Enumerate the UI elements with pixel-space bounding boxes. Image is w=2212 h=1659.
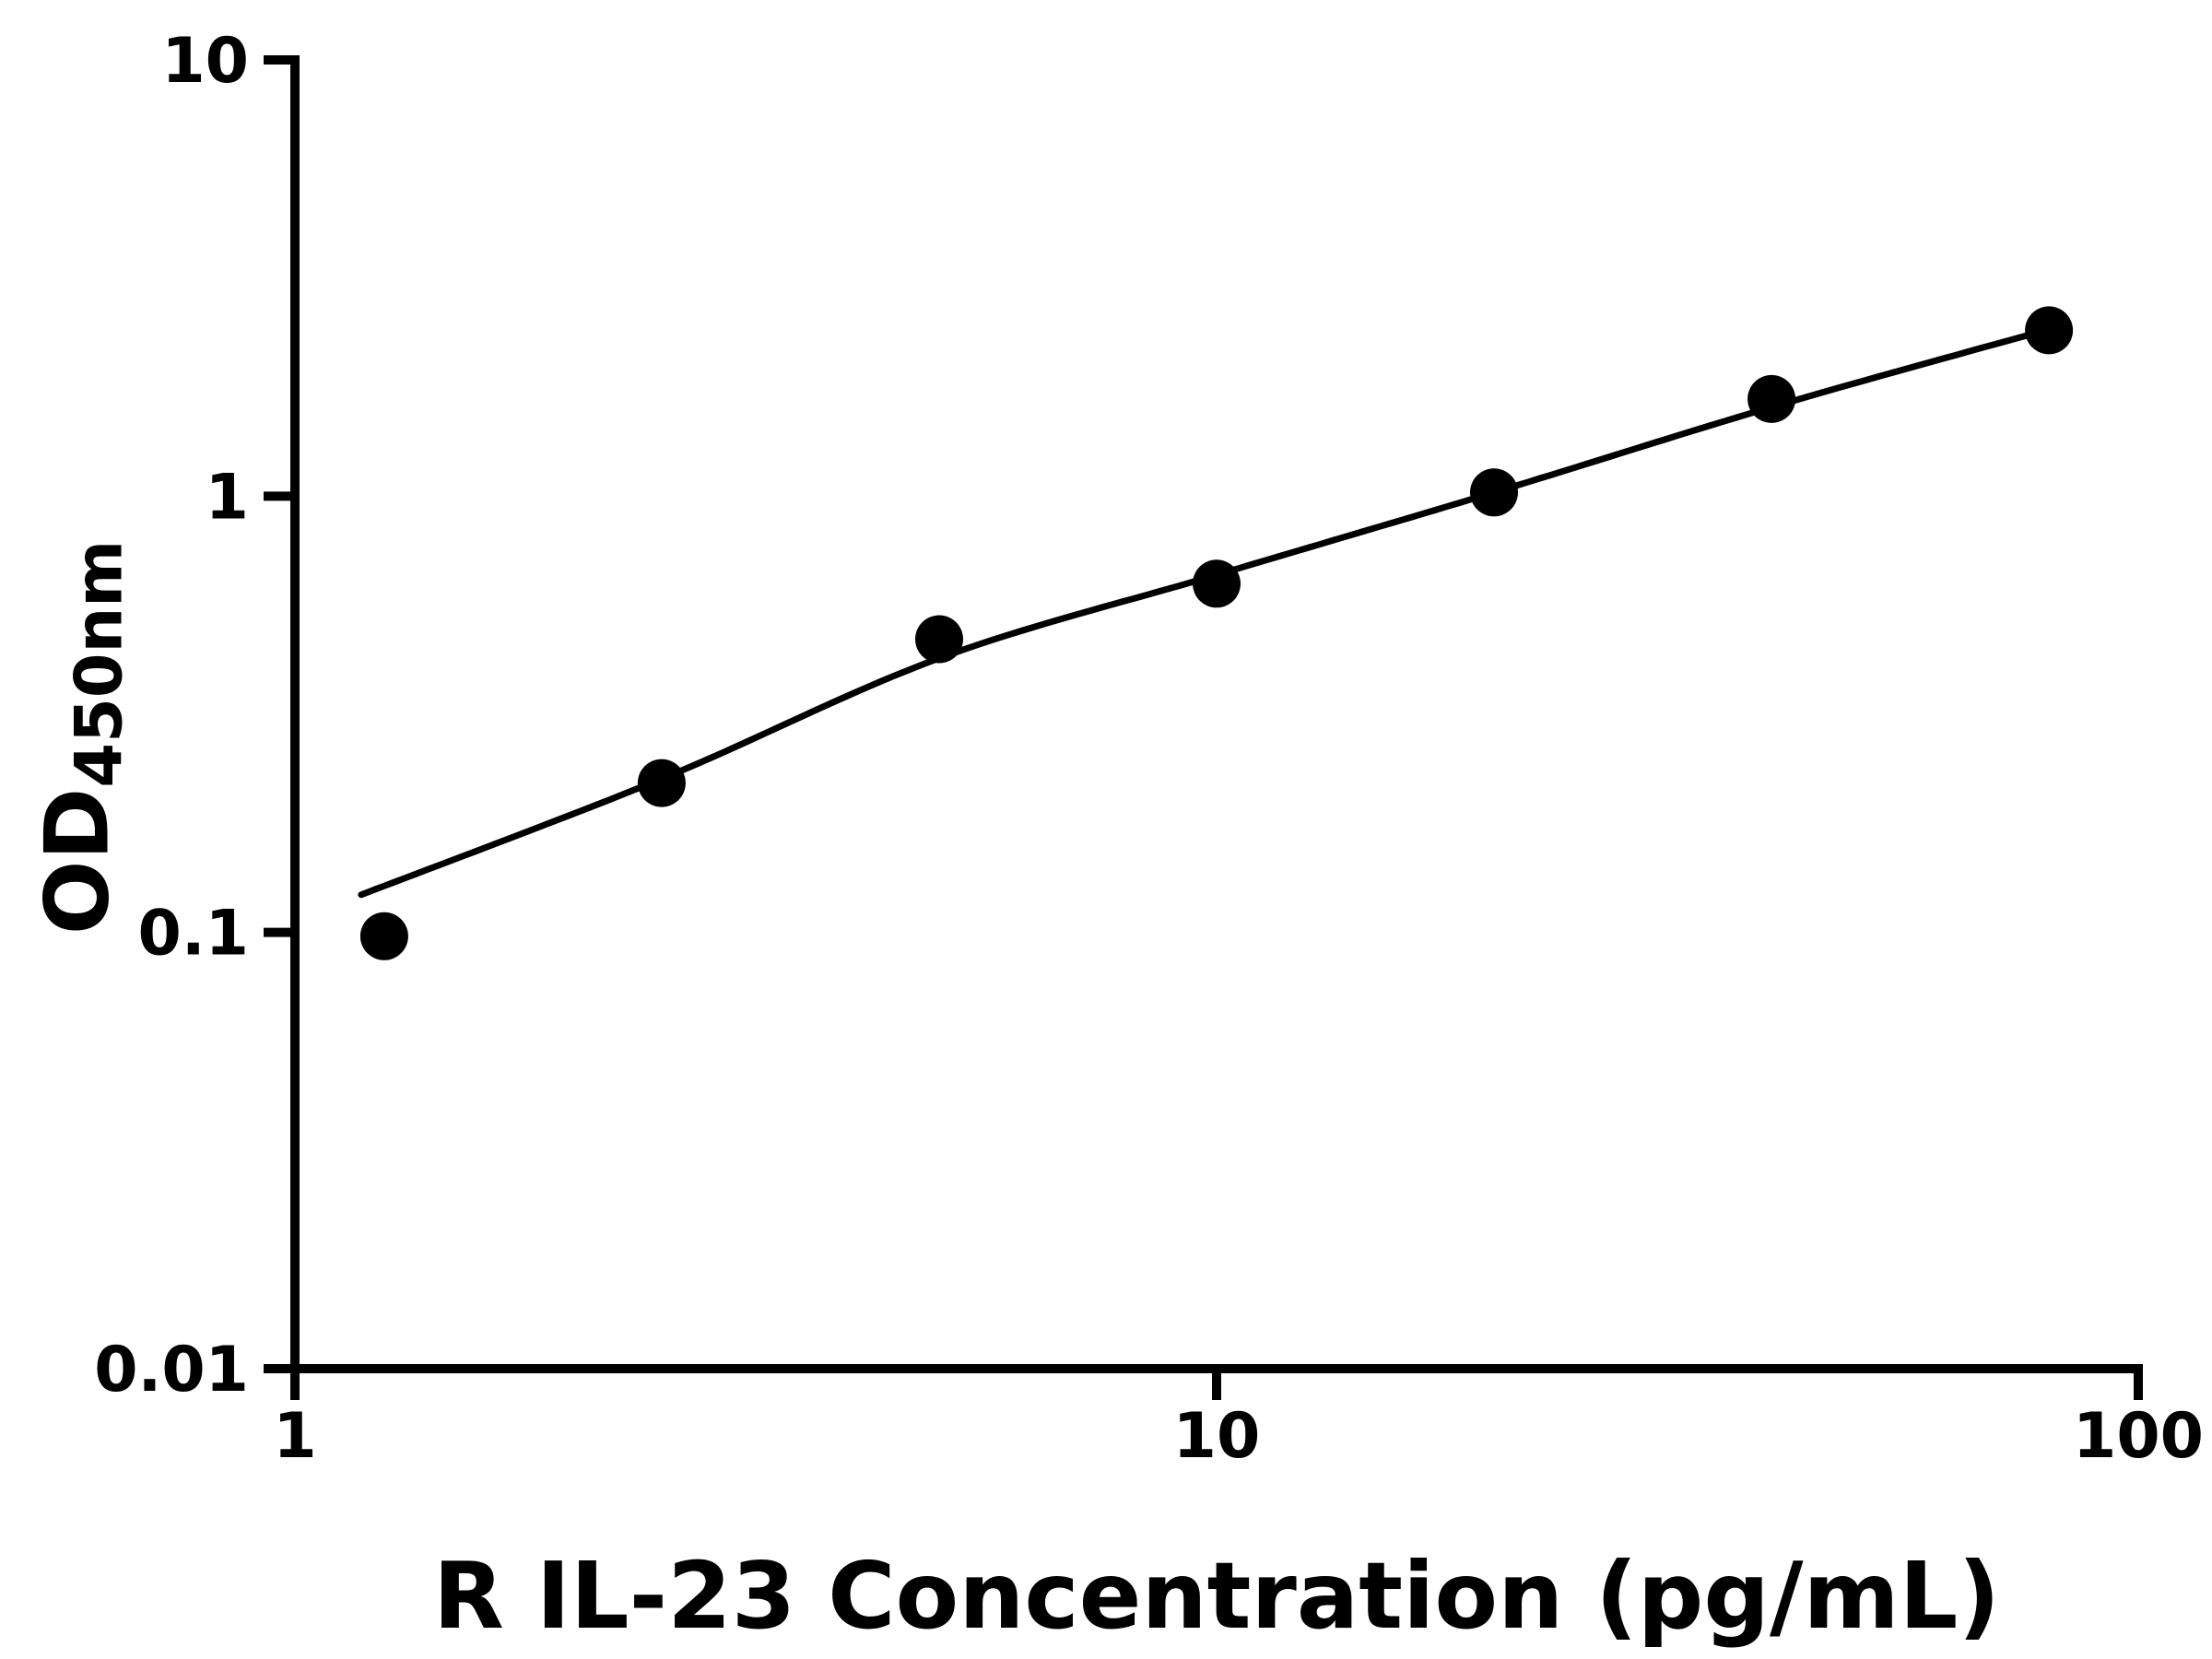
data-point — [2025, 306, 2074, 355]
data-point — [915, 615, 963, 664]
axis-line — [290, 60, 2138, 1373]
data-point — [1193, 559, 1241, 608]
y-axis-title-main: OD — [27, 787, 129, 935]
data-point — [1470, 468, 1518, 517]
y-tick-label: 10 — [161, 25, 249, 98]
y-tick-label: 1 — [206, 461, 249, 534]
y-axis-title: OD450nm — [28, 540, 137, 935]
x-tick-label: 1 — [273, 1400, 316, 1473]
y-tick-label: 0.1 — [138, 898, 249, 971]
y-tick-label: 0.01 — [94, 1334, 249, 1406]
x-tick-label: 100 — [2073, 1400, 2204, 1473]
data-point — [359, 912, 408, 960]
data-point — [1747, 374, 1796, 423]
x-tick-label: 10 — [1173, 1400, 1261, 1473]
x-axis-title: R IL-23 Concentration (pg/mL) — [432, 1542, 2001, 1650]
data-point — [637, 759, 686, 807]
fit-curve — [358, 324, 2057, 899]
y-axis-title-subscript: 450nm — [61, 539, 137, 788]
